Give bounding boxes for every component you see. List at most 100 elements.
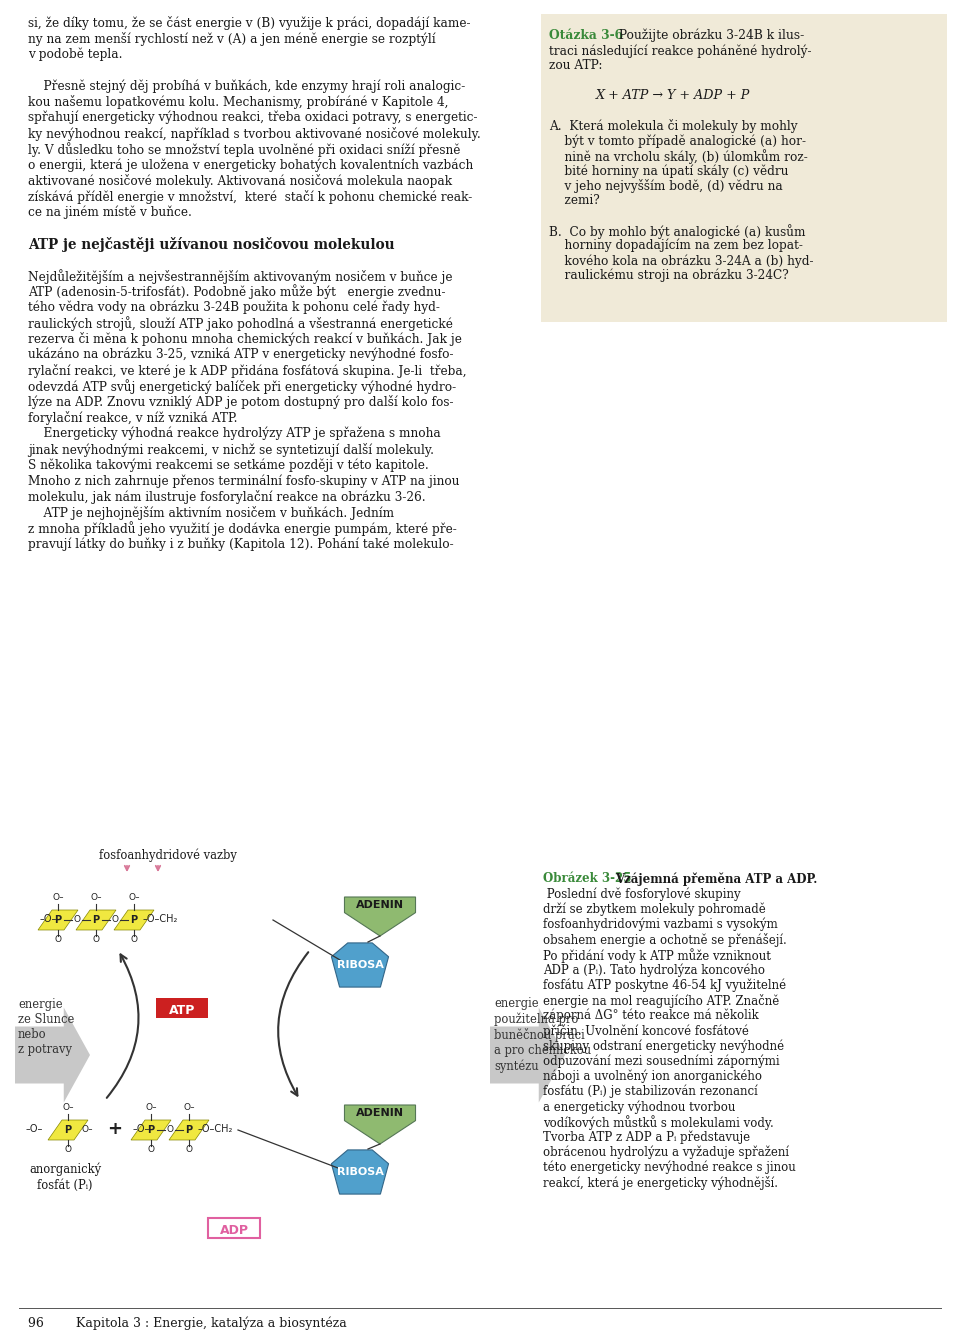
Text: P: P [148, 1125, 155, 1136]
Text: zemi?: zemi? [549, 194, 600, 207]
Polygon shape [48, 1120, 88, 1140]
Text: fosfátu ATP poskytne 46-54 kJ využitelné: fosfátu ATP poskytne 46-54 kJ využitelné [543, 978, 786, 991]
Text: –O–: –O– [40, 914, 58, 925]
Text: O: O [185, 1145, 193, 1154]
Text: energie na mol reagujícího ATP. Značně: energie na mol reagujícího ATP. Značně [543, 994, 780, 1007]
Polygon shape [76, 910, 116, 930]
Bar [541, 13, 947, 322]
Text: Přesně stejný děj probíhá v buňkách, kde enzymy hrají roli analogic-: Přesně stejný děj probíhá v buňkách, kde… [28, 79, 466, 92]
Text: ADENIN: ADENIN [356, 900, 404, 910]
Text: raulickému stroji na obrázku 3-24C?: raulickému stroji na obrázku 3-24C? [549, 269, 789, 282]
Text: skupiny odstraní energeticky nevýhodné: skupiny odstraní energeticky nevýhodné [543, 1039, 784, 1053]
Text: z mnoha příkladů jeho využití je dodávka energie pumpám, které pře-: z mnoha příkladů jeho využití je dodávka… [28, 521, 457, 537]
Text: příčin. Uvolnění koncové fosfátové: příčin. Uvolnění koncové fosfátové [543, 1023, 749, 1038]
Text: zou ATP:: zou ATP: [549, 59, 603, 72]
Text: odpuzování mezi sousedními zápornými: odpuzování mezi sousedními zápornými [543, 1054, 780, 1067]
Text: ATP je nejčastěji užívanou nosičovou molekulou: ATP je nejčastěji užívanou nosičovou mol… [28, 238, 395, 253]
Text: O: O [74, 915, 81, 923]
Bar [208, 1218, 260, 1238]
Text: forylační reakce, v níž vzniká ATP.: forylační reakce, v níž vzniká ATP. [28, 411, 237, 425]
Text: spřahují energeticky výhodnou reakci, třeba oxidaci potravy, s energetic-: spřahují energeticky výhodnou reakci, tř… [28, 111, 477, 124]
Text: P: P [131, 915, 137, 925]
Polygon shape [331, 943, 389, 987]
Text: ATP (adenosin-5-trifosfát). Podobně jako může být   energie zvednu-: ATP (adenosin-5-trifosfát). Podobně jako… [28, 285, 445, 299]
Text: Energeticky výhodná reakce hydrolýzy ATP je spřažena s mnoha: Energeticky výhodná reakce hydrolýzy ATP… [28, 426, 441, 441]
Text: ny na zem menší rychlostí než v (A) a jen méně energie se rozptýlí: ny na zem menší rychlostí než v (A) a je… [28, 32, 436, 45]
Text: O–: O– [52, 894, 63, 903]
Text: Po přidání vody k ATP může vzniknout: Po přidání vody k ATP může vzniknout [543, 949, 771, 963]
Text: ly. V důsledku toho se množství tepla uvolněné při oxidaci sníží přesně: ly. V důsledku toho se množství tepla uv… [28, 143, 461, 158]
Text: vodíkových můstků s molekulami vody.: vodíkových můstků s molekulami vody. [543, 1116, 774, 1130]
Text: X + ATP → Y + ADP + P: X + ATP → Y + ADP + P [596, 90, 751, 102]
Text: anorganický
fosfát (Pᵢ): anorganický fosfát (Pᵢ) [29, 1164, 101, 1192]
Text: záporná ΔG° této reakce má několik: záporná ΔG° této reakce má několik [543, 1009, 758, 1022]
Text: O–: O– [129, 894, 140, 903]
Text: obrácenou hydrolýzu a vyžaduje spřažení: obrácenou hydrolýzu a vyžaduje spřažení [543, 1145, 789, 1160]
Text: O–: O– [82, 1125, 93, 1133]
Polygon shape [114, 910, 154, 930]
Polygon shape [38, 910, 78, 930]
Polygon shape [345, 896, 416, 937]
Text: –O–: –O– [25, 1124, 42, 1134]
Text: fosfoanhydridovými vazbami s vysokým: fosfoanhydridovými vazbami s vysokým [543, 918, 778, 931]
Text: drží se zbytkem molekuly pohromadě: drží se zbytkem molekuly pohromadě [543, 902, 766, 916]
Text: o energii, která je uložena v energeticky bohatých kovalentních vazbách: o energii, která je uložena v energetick… [28, 158, 473, 172]
Text: kového kola na obrázku 3-24A a (b) hyd-: kového kola na obrázku 3-24A a (b) hyd- [549, 254, 813, 267]
Text: O–: O– [183, 1104, 195, 1113]
Text: ce na jiném místě v buňce.: ce na jiném místě v buňce. [28, 206, 192, 219]
Text: reakcí, která je energeticky výhodnější.: reakcí, která je energeticky výhodnější. [543, 1176, 778, 1190]
Polygon shape [345, 1105, 416, 1144]
Text: –O–CH₂: –O–CH₂ [198, 1124, 233, 1134]
Text: P: P [92, 915, 100, 925]
Text: O–: O– [90, 894, 102, 903]
Text: kou našemu lopatkovému kolu. Mechanismy, probíráné v Kapitole 4,: kou našemu lopatkovému kolu. Mechanismy,… [28, 95, 448, 110]
Text: bité horniny na úpatí skály (c) vědru: bité horniny na úpatí skály (c) vědru [549, 164, 788, 178]
Text: +: + [108, 1120, 123, 1138]
Text: ADENIN: ADENIN [356, 1108, 404, 1118]
Text: P: P [55, 915, 61, 925]
Text: si, že díky tomu, že se část energie v (B) využije k práci, dopadájí kame-: si, že díky tomu, že se část energie v (… [28, 16, 470, 29]
Text: pravují látky do buňky i z buňky (Kapitola 12). Pohání také molekulo-: pravují látky do buňky i z buňky (Kapito… [28, 537, 454, 550]
Text: v podobě tepla.: v podobě tepla. [28, 48, 123, 61]
Polygon shape [131, 1120, 171, 1140]
Text: ukázáno na obrázku 3-25, vzniká ATP v energeticky nevýhodné fosfo-: ukázáno na obrázku 3-25, vzniká ATP v en… [28, 347, 453, 361]
Text: horniny dopadajícím na zem bez lopat-: horniny dopadajícím na zem bez lopat- [549, 239, 803, 253]
Text: fosfátu (Pᵢ) je stabilizován rezonancí: fosfátu (Pᵢ) je stabilizován rezonancí [543, 1085, 757, 1098]
Text: ky nevýhodnou reakcí, například s tvorbou aktivované nosičové molekuly.: ky nevýhodnou reakcí, například s tvorbo… [28, 127, 481, 140]
Text: Tvorba ATP z ADP a Pᵢ představuje: Tvorba ATP z ADP a Pᵢ představuje [543, 1130, 750, 1144]
Text: energie
použitelná pro
buněčnou práci
a pro chemickou
syntézu: energie použitelná pro buněčnou práci a … [494, 997, 591, 1073]
Text: ATP: ATP [169, 1003, 195, 1017]
Text: S několika takovými reakcemi se setkáme později v této kapitole.: S několika takovými reakcemi se setkáme … [28, 458, 429, 472]
Text: O–: O– [62, 1104, 74, 1113]
Text: rezerva či měna k pohonu mnoha chemických reakcí v buňkách. Jak je: rezerva či měna k pohonu mnoha chemickýc… [28, 333, 462, 346]
Text: Nejdůležitějším a nejvšestrannějším aktivovaným nosičem v buňce je: Nejdůležitějším a nejvšestrannějším akti… [28, 269, 452, 283]
Text: O: O [55, 935, 61, 945]
Text: O: O [166, 1125, 174, 1133]
Text: odevzdá ATP svůj energetický balíček při energeticky výhodné hydro-: odevzdá ATP svůj energetický balíček při… [28, 379, 456, 394]
Text: molekulu, jak nám ilustruje fosforylační reakce na obrázku 3-26.: molekulu, jak nám ilustruje fosforylační… [28, 490, 425, 504]
Text: O: O [148, 1145, 155, 1154]
Text: RIBOSA: RIBOSA [337, 1168, 383, 1177]
Text: –O–CH₂: –O–CH₂ [143, 914, 179, 925]
Text: traci následující reakce poháněné hydrolý-: traci následující reakce poháněné hydrol… [549, 44, 811, 57]
Text: lýze na ADP. Znovu vzniklý ADP je potom dostupný pro další kolo fos-: lýze na ADP. Znovu vzniklý ADP je potom … [28, 395, 453, 409]
Polygon shape [331, 1150, 389, 1194]
Text: RIBOSA: RIBOSA [337, 961, 383, 970]
Text: tého vědra vody na obrázku 3-24B použita k pohonu celé řady hyd-: tého vědra vody na obrázku 3-24B použita… [28, 301, 440, 314]
Text: –O–: –O– [133, 1124, 151, 1134]
Text: být v tomto případě analogické (a) hor-: být v tomto případě analogické (a) hor- [549, 134, 806, 147]
Text: raulických strojů, slouží ATP jako pohodlná a všestranná energetické: raulických strojů, slouží ATP jako pohod… [28, 317, 453, 331]
Text: obsahem energie a ochotně se přenášejí.: obsahem energie a ochotně se přenášejí. [543, 933, 787, 947]
Polygon shape [15, 1007, 90, 1102]
Text: 96        Kapitola 3 : Energie, katalýza a biosyntéza: 96 Kapitola 3 : Energie, katalýza a bios… [28, 1316, 347, 1329]
Text: v jeho nejvyšším bodě, (d) vědru na: v jeho nejvyšším bodě, (d) vědru na [549, 179, 782, 192]
Bar [156, 998, 208, 1018]
Text: O–: O– [145, 1104, 156, 1113]
Text: ATP je nejhojnějším aktivním nosičem v buňkách. Jedním: ATP je nejhojnějším aktivním nosičem v b… [28, 506, 395, 520]
Text: ADP a (Pᵢ). Tato hydrolýza koncového: ADP a (Pᵢ). Tato hydrolýza koncového [543, 963, 765, 977]
Text: O: O [92, 935, 100, 945]
Text: ADP: ADP [220, 1224, 249, 1237]
Polygon shape [169, 1120, 209, 1140]
Text: Poslední dvě fosforylové skupiny: Poslední dvě fosforylové skupiny [543, 887, 740, 900]
Text: rylační reakci, ve které je k ADP přidána fosfátová skupina. Je-li  třeba,: rylační reakci, ve které je k ADP přidán… [28, 363, 467, 378]
